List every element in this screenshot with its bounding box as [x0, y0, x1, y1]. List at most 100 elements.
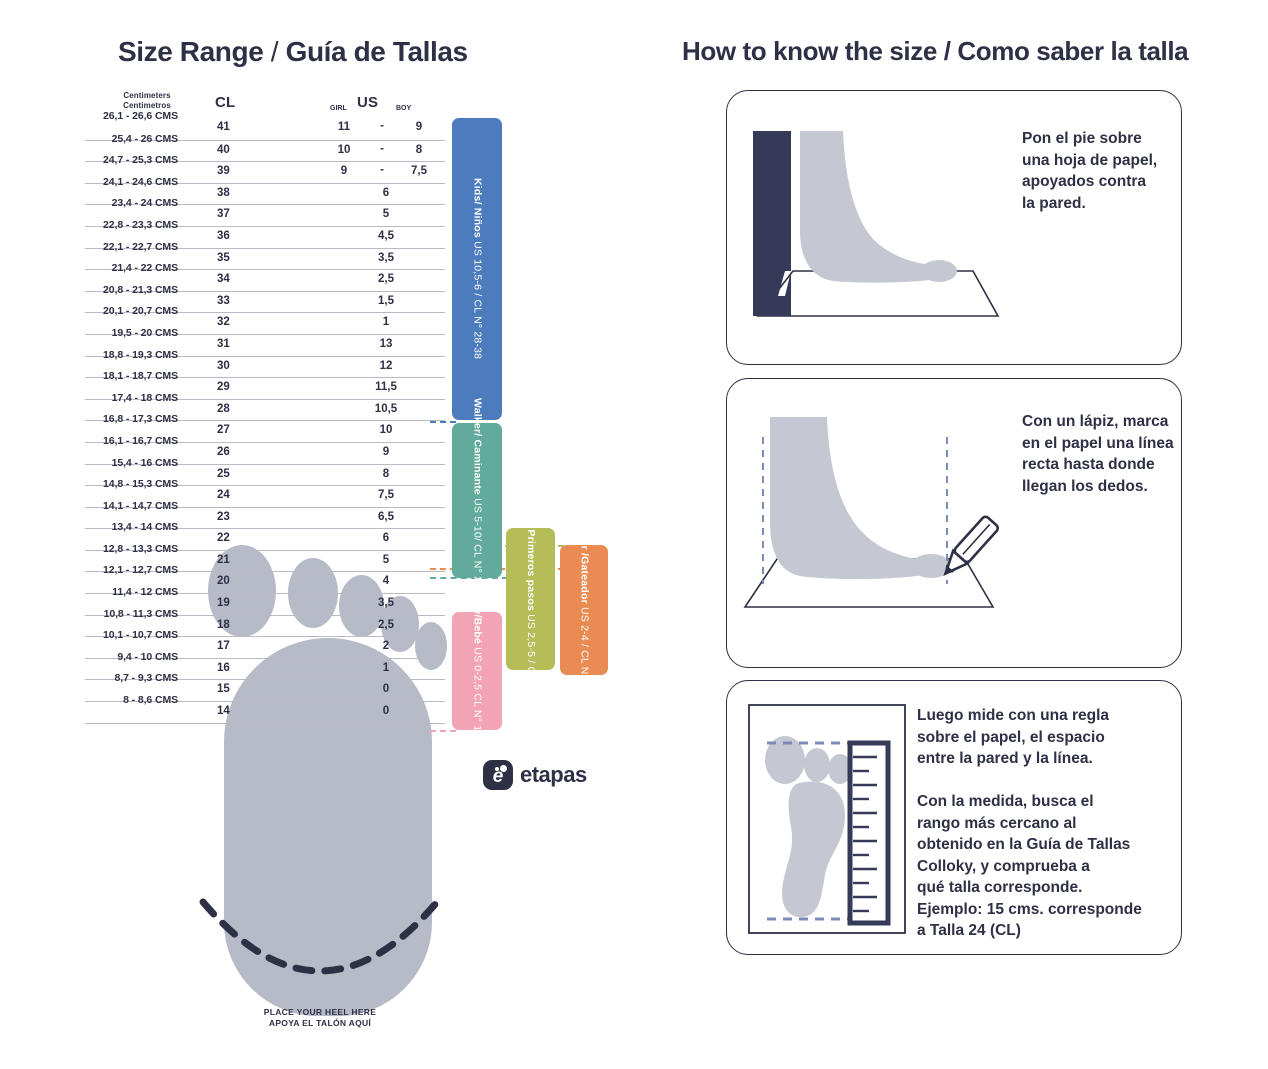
cell-cl: 22: [217, 532, 230, 545]
column-header-centimeters: Centimeters Centimetros: [87, 91, 207, 111]
table-row: 20,8 - 21,3 CMS 33 1,5: [85, 284, 445, 313]
category-bar-walker: Walker/ Caminante US 5-10/ CL N° 21-27: [452, 398, 502, 603]
cell-cl: 25: [217, 467, 230, 480]
cell-centimeters: 20,1 - 20,7 CMS: [103, 305, 178, 318]
cell-cl: 29: [217, 381, 230, 394]
how-to-title-separator: /: [943, 36, 951, 66]
cell-centimeters: 25,4 - 26 CMS: [111, 132, 179, 145]
category-bar-baby: Baby/Bebé US 0-2,5 CL N° 14-18: [452, 588, 502, 754]
table-row: 19,5 - 20 CMS 31 13: [85, 327, 445, 356]
column-header-girl: GIRL: [330, 105, 347, 112]
table-row: 24,7 - 25,3 CMS 39 9 - 7,5: [85, 154, 445, 183]
cell-cl: 23: [217, 510, 230, 523]
category-baby-name: Baby/Bebé: [471, 588, 484, 645]
category-walker-name: Walker/ Caminante: [471, 397, 484, 495]
cell-centimeters: 12,8 - 13,3 CMS: [103, 542, 178, 555]
heel-caption: PLACE YOUR HEEL HERE APOYA EL TALÓN AQUÍ: [200, 1007, 440, 1029]
size-range-panel: Size Range / Guía de Tallas PLACE YOUR H…: [85, 36, 608, 1029]
table-row: 24,1 - 24,6 CMS 38 6: [85, 176, 445, 205]
cell-cl: 41: [217, 121, 230, 133]
etapas-logo: e etapas: [483, 760, 587, 790]
page-title: Size Range / Guía de Tallas: [118, 36, 468, 68]
cell-us: 2,5: [378, 273, 394, 286]
cell-us: 1: [382, 661, 390, 674]
table-row: 16,1 - 16,7 CMS 26 9: [85, 435, 445, 464]
category-bar-kids: Kids/ Niños US 10,5-6 / CL N° 28-38: [452, 118, 502, 420]
cell-us: 8: [382, 467, 390, 480]
cell-centimeters: 10,1 - 10,7 CMS: [103, 629, 178, 642]
cell-us-boy: 8: [415, 143, 423, 156]
cell-centimeters: 9,4 - 10 CMS: [117, 650, 178, 663]
etapas-wordmark: etapas: [520, 762, 587, 787]
cell-us: 2,5: [378, 618, 394, 631]
cell-us: 0: [382, 705, 390, 718]
cell-centimeters: 8 - 8,6 CMS: [123, 694, 178, 707]
cell-centimeters: 23,4 - 24 CMS: [111, 197, 179, 210]
cell-cl: 38: [217, 186, 230, 199]
category-kids-name: Kids/ Niños: [471, 178, 484, 239]
cell-us: 0: [382, 683, 390, 696]
cell-centimeters: 17,4 - 18 CMS: [111, 391, 179, 404]
cell-cl: 19: [217, 597, 230, 610]
table-row: 22,1 - 22,7 CMS 35 3,5: [85, 241, 445, 270]
cell-us: 11,5: [375, 381, 397, 394]
cell-us: 6: [382, 186, 390, 199]
cell-centimeters: 12,1 - 12,7 CMS: [103, 564, 178, 577]
category-bar-crawler: Crawler /Gateador US 2-4 / CL N° 17-20: [560, 510, 608, 710]
table-row: 12,8 - 13,3 CMS 21 5: [85, 543, 445, 572]
cell-us: 4: [382, 575, 390, 588]
cell-us: 6,5: [378, 510, 394, 523]
cell-us: 5: [382, 208, 390, 221]
table-bottom-rule: [85, 722, 445, 724]
cell-cl: 33: [217, 294, 230, 307]
cell-us: 3,5: [378, 251, 394, 264]
cell-cl: 21: [217, 553, 230, 566]
how-to-title: How to know the size / Como saber la tal…: [682, 36, 1189, 67]
category-first-steps-name: First steps Primeros pasos: [525, 471, 537, 612]
cell-cl: 17: [217, 640, 230, 653]
cell-cl: 16: [217, 661, 230, 674]
cell-us: 6: [382, 532, 390, 545]
table-row: 14,1 - 14,7 CMS 23 6,5: [85, 500, 445, 529]
table-header-row: Centimeters Centimetros CL US GIRL BOY: [85, 91, 445, 118]
cell-centimeters: 18,1 - 18,7 CMS: [103, 370, 178, 383]
step-3-text-secondary: Con la medida, busca el rango más cercan…: [917, 793, 1142, 939]
pencil-marking-foot-icon: [743, 417, 1000, 608]
cm-header-en: Centimeters: [123, 91, 171, 100]
cell-cl: 14: [217, 705, 230, 718]
cell-cl: 30: [217, 359, 230, 372]
how-to-title-es: Como saber la talla: [957, 36, 1189, 66]
step-1-text: Pon el pie sobre una hoja de papel, apoy…: [1022, 130, 1158, 212]
table-row: 13,4 - 14 CMS 22 6: [85, 521, 445, 550]
step-2-text: Con un lápiz, marca en el papel una líne…: [1022, 413, 1174, 495]
table-row: 21,4 - 22 CMS 34 2,5: [85, 262, 445, 291]
title-separator: /: [270, 36, 279, 67]
cell-us: 3,5: [378, 597, 394, 610]
cell-us: 9: [382, 445, 390, 458]
cell-cl: 28: [217, 402, 230, 415]
cell-centimeters: 24,7 - 25,3 CMS: [103, 154, 178, 167]
how-to-title-en: How to know the size: [682, 36, 937, 66]
table-row: 16,8 - 17,3 CMS 27 10: [85, 413, 445, 442]
cell-us-boy: 9: [415, 121, 423, 133]
cell-centimeters: 19,5 - 20 CMS: [111, 326, 179, 339]
cell-centimeters: 22,1 - 22,7 CMS: [103, 240, 178, 253]
step-card-1: Pon el pie sobre una hoja de papel, apoy…: [726, 90, 1182, 365]
cell-us: 10: [379, 424, 393, 437]
cell-us: 1,5: [378, 294, 394, 307]
cell-centimeters: 16,1 - 16,7 CMS: [103, 434, 178, 447]
ruler-measuring-footprint-icon: [748, 704, 906, 934]
heel-arc-dashed-icon: [199, 898, 441, 975]
cell-centimeters: 14,1 - 14,7 CMS: [103, 499, 178, 512]
cell-us: 2: [382, 640, 390, 653]
category-kids-detail: US 10,5-6 / CL N° 28-38: [471, 241, 484, 360]
connector-dash-walker: [430, 577, 508, 579]
cell-cl: 39: [217, 165, 230, 178]
table-row: 8,7 - 9,3 CMS 15 0: [85, 672, 445, 701]
column-header-cl: CL: [215, 94, 236, 111]
step-card-3: Luego mide con una regla sobre el papel,…: [726, 680, 1182, 955]
cell-centimeters: 22,8 - 23,3 CMS: [103, 218, 178, 231]
table-row: 12,1 - 12,7 CMS 20 4: [85, 564, 445, 593]
cell-cl: 15: [217, 683, 230, 696]
step-card-2: Con un lápiz, marca en el papel una líne…: [726, 378, 1182, 668]
